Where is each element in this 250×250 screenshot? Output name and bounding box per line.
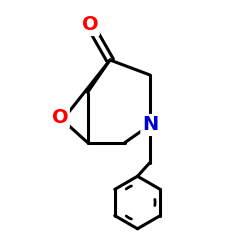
Text: N: N	[142, 116, 158, 134]
Text: O: O	[82, 16, 98, 34]
Text: O: O	[52, 108, 68, 127]
